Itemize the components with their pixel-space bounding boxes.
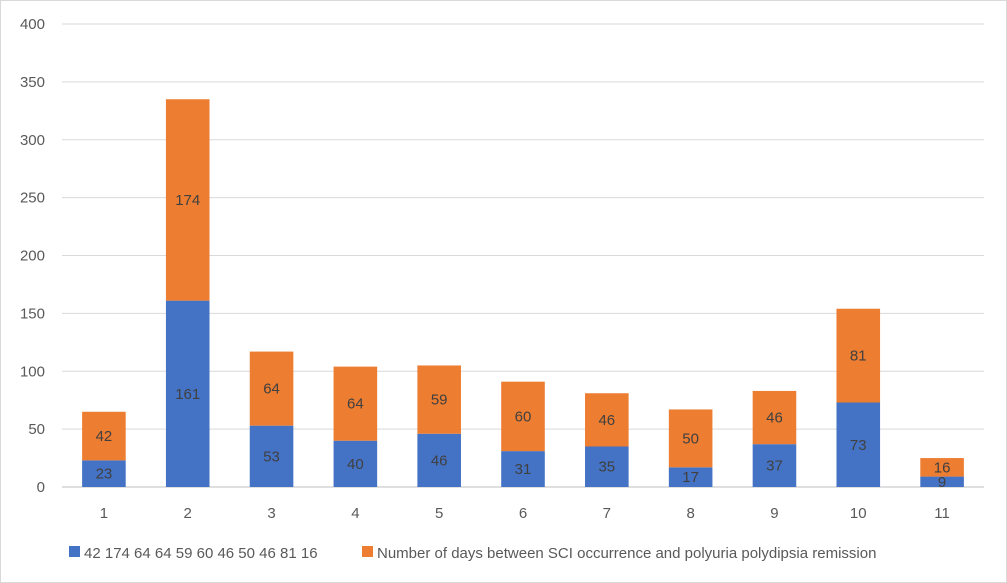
legend-label: Number of days between SCI occurrence an…	[377, 545, 876, 562]
bar-segment-series-2	[417, 365, 461, 434]
x-tick-label: 3	[267, 505, 275, 522]
data-label: 46	[766, 410, 783, 427]
x-tick-label: 5	[435, 505, 443, 522]
bar-segment-series-1	[82, 460, 126, 487]
y-axis-ticks: 0 50 100 150 200 250 300 350 400	[20, 16, 45, 496]
data-label: 37	[766, 458, 783, 475]
y-tick-label: 150	[20, 305, 45, 322]
bar-segment-series-2	[501, 381, 545, 452]
y-tick-label: 100	[20, 363, 45, 380]
bar-segment-series-2	[920, 458, 964, 477]
bar-segment-series-1	[668, 467, 713, 487]
data-label: 64	[263, 381, 280, 398]
x-tick-label: 10	[850, 505, 867, 522]
data-label: 81	[850, 348, 867, 365]
bar-segment-series-1	[585, 446, 629, 487]
bar-segment-series-2	[165, 99, 210, 301]
data-label: 53	[263, 448, 280, 465]
data-label: 23	[96, 466, 113, 483]
x-tick-label: 8	[686, 505, 694, 522]
data-label: 59	[431, 392, 448, 409]
bar-segment-series-2	[585, 393, 629, 447]
x-tick-label: 9	[770, 505, 778, 522]
bar-segment-series-2	[752, 390, 797, 445]
bar-segment-series-1	[165, 300, 210, 487]
bar-segment-series-1	[836, 402, 881, 487]
data-label: 161	[175, 386, 200, 403]
bar-segment-series-2	[836, 308, 881, 403]
data-label: 46	[431, 452, 448, 469]
x-tick-label: 6	[519, 505, 527, 522]
data-label: 31	[515, 461, 532, 478]
data-label: 64	[347, 396, 364, 413]
legend-swatch	[69, 546, 80, 557]
bar-segment-series-2	[333, 366, 378, 441]
data-label: 42	[96, 428, 113, 445]
data-label: 40	[347, 456, 364, 473]
x-axis-ticks: 1 2 3 4 5 6 7 8 9 10 11	[100, 505, 950, 522]
data-label: 35	[598, 459, 615, 476]
y-tick-label: 300	[20, 132, 45, 149]
y-tick-label: 50	[28, 421, 45, 438]
y-tick-label: 350	[20, 74, 45, 91]
bar-segment-series-1	[417, 433, 461, 487]
bar-segment-series-2	[82, 411, 126, 461]
gridlines	[62, 23, 984, 488]
y-tick-label: 0	[37, 479, 45, 496]
legend: 42 174 64 64 59 60 46 50 46 81 16 Number …	[69, 545, 876, 562]
data-label: 50	[682, 430, 699, 447]
data-label: 60	[515, 408, 532, 425]
bar-segment-series-1	[333, 440, 378, 487]
bar-segment-series-1	[752, 444, 797, 487]
data-label: 46	[598, 412, 615, 429]
x-tick-label: 2	[184, 505, 192, 522]
data-label: 73	[850, 437, 867, 454]
legend-label: 42 174 64 64 59 60 46 50 46 81 16	[84, 545, 318, 562]
data-labels: 23 42 161 174 53 64 40 64 46 59 31 60 35 46 17 50 37 46 73…	[96, 192, 951, 491]
data-label: 9	[938, 474, 946, 491]
y-tick-label: 200	[20, 248, 45, 265]
x-tick-label: 11	[934, 505, 950, 522]
data-label: 174	[175, 192, 200, 209]
data-label: 16	[934, 459, 951, 476]
x-tick-label: 7	[603, 505, 611, 522]
y-tick-label: 400	[20, 16, 45, 33]
bar-segment-series-1	[249, 425, 294, 487]
bar-segment-series-2	[668, 409, 713, 468]
bars	[82, 99, 964, 487]
bar-segment-series-2	[249, 351, 294, 426]
x-tick-label: 4	[351, 505, 359, 522]
data-label: 17	[682, 469, 699, 486]
legend-swatch	[362, 546, 373, 557]
bar-segment-series-1	[920, 476, 964, 487]
x-tick-label: 1	[100, 505, 108, 522]
y-tick-label: 250	[20, 190, 45, 207]
bar-segment-series-1	[501, 451, 545, 487]
